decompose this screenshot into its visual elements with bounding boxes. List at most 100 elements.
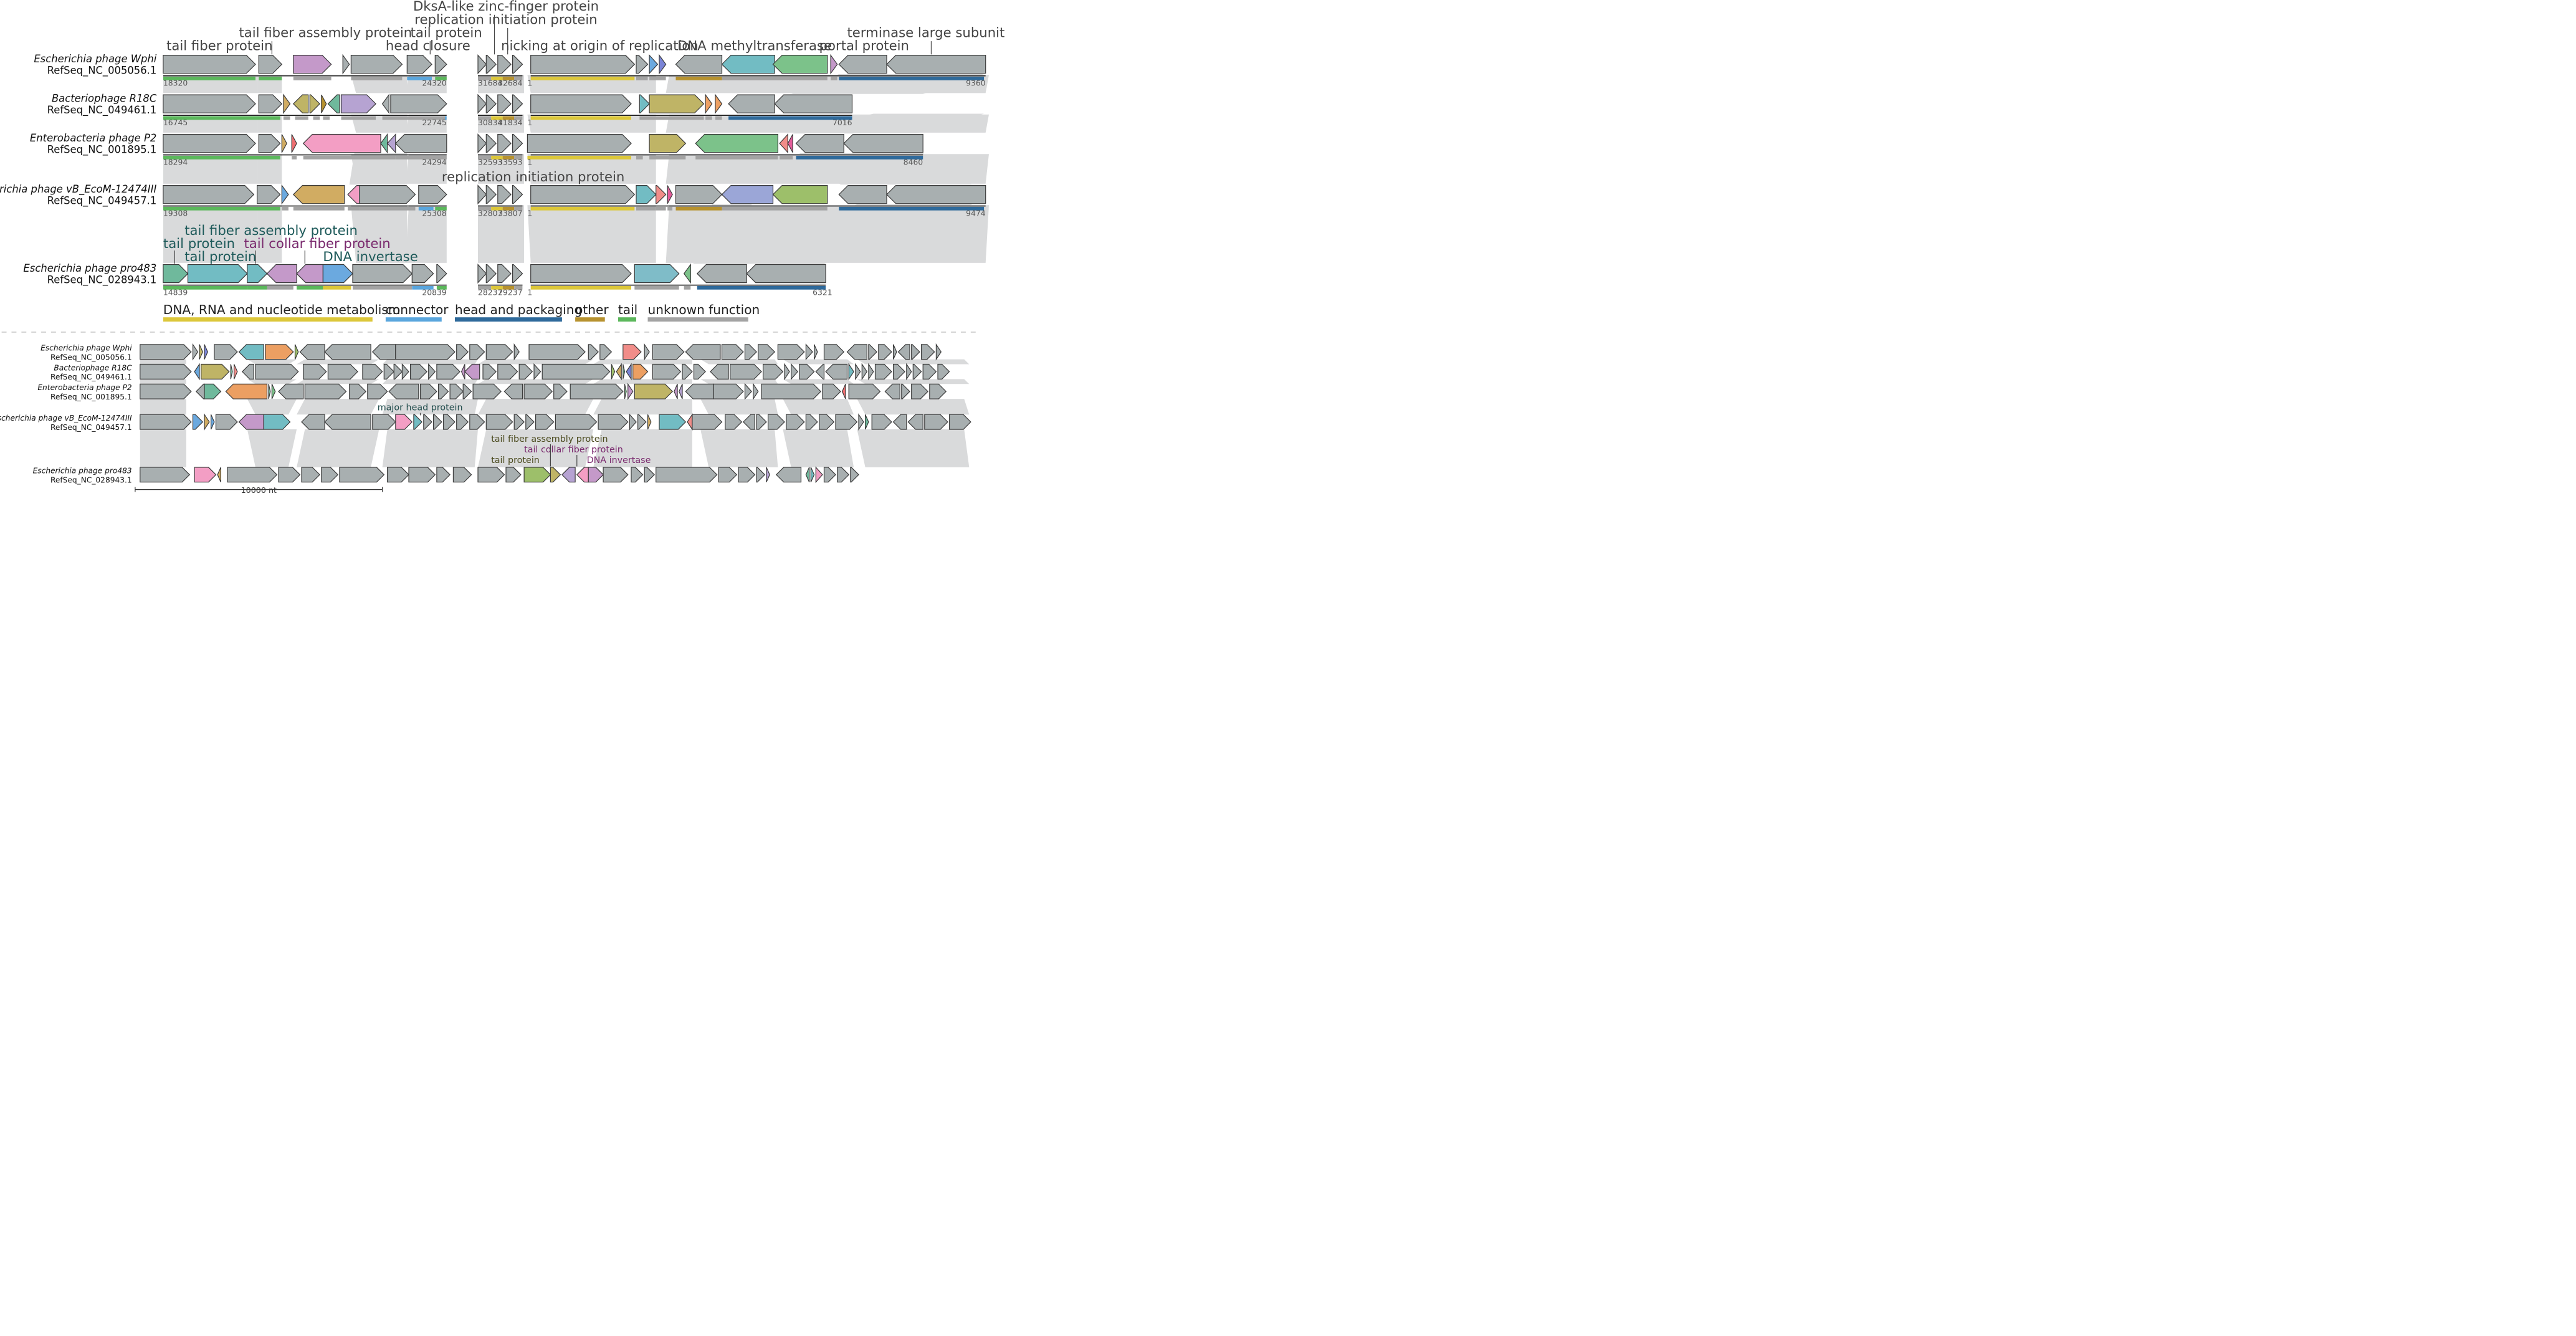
gene-arrow-63 — [281, 184, 289, 205]
gene-arrow-227 — [215, 414, 238, 430]
gene-arrow-23 — [283, 93, 291, 115]
genome-name: Escherichia phage pro483 — [33, 467, 132, 475]
gene-arrow-21 — [163, 94, 256, 113]
genome-accession: RefSeq_NC_049461.1 — [47, 104, 157, 117]
gene-arrow-141 — [234, 364, 238, 379]
synteny-ribbon — [527, 154, 656, 184]
gene-arrow-270 — [227, 467, 278, 483]
gene-arrow-189 — [225, 383, 268, 399]
gene-arrow-136 — [935, 343, 942, 361]
gene-arrow-174 — [815, 363, 825, 379]
category-bar-segment — [649, 77, 659, 80]
gene-arrow-255 — [768, 414, 785, 430]
category-bar-segment — [530, 116, 631, 120]
gene-arrow-114 — [513, 343, 520, 361]
synteny-ribbon — [478, 429, 594, 467]
gene-arrow-238 — [456, 414, 469, 430]
category-bar-segment — [715, 116, 722, 120]
gene-arrow-181 — [893, 363, 905, 379]
gene-arrow-179 — [868, 363, 874, 381]
category-bar-segment — [649, 156, 686, 160]
coordinate-label: 6321 — [813, 288, 832, 297]
gene-arrow-52 — [497, 134, 512, 153]
gene-arrow-165 — [652, 363, 682, 379]
category-bar-segment — [514, 156, 523, 160]
category-bar-segment — [445, 116, 447, 120]
gene-annotation: major head protein — [378, 403, 463, 413]
gene-arrow-84 — [266, 264, 297, 284]
category-bar-segment — [267, 285, 293, 290]
synteny-ribbon — [783, 359, 854, 365]
gene-arrow-299 — [837, 467, 850, 483]
gene-arrow-126 — [805, 343, 813, 361]
category-bar-segment — [491, 116, 503, 120]
gene-arrow-138 — [194, 363, 200, 381]
legend-label-tail: tail — [618, 302, 637, 317]
gene-arrow-78 — [772, 185, 828, 204]
legend-swatch-dna — [163, 317, 373, 322]
coordinate-label: 33807 — [498, 209, 522, 218]
gene-arrow-187 — [195, 383, 205, 399]
gene-arrow-62 — [257, 185, 281, 204]
gene-arrow-148 — [393, 363, 403, 379]
gene-arrow-235 — [423, 414, 432, 430]
gene-arrow-150 — [410, 363, 427, 379]
gene-arrow-45 — [291, 134, 297, 153]
gene-arrow-222 — [929, 383, 947, 399]
category-bar-segment — [297, 285, 323, 290]
gene-arrow-41 — [774, 94, 853, 113]
gene-arrow-186 — [140, 383, 192, 399]
synteny-ribbon — [478, 359, 594, 365]
gene-arrow-26 — [321, 94, 327, 113]
gene-arrow-271 — [278, 467, 301, 483]
gene-arrow-229 — [263, 414, 291, 430]
synteny-ribbon — [700, 359, 778, 365]
gene-arrow-275 — [387, 467, 409, 483]
gene-arrow-247 — [637, 414, 647, 430]
gene-arrow-54 — [527, 134, 632, 153]
category-bar-segment — [502, 156, 515, 160]
category-bar-segment — [675, 77, 722, 80]
category-bar-segment — [418, 206, 434, 211]
gene-arrow-77 — [721, 185, 774, 204]
genome-name: Escherichia phage vB_EcoM-12474III — [0, 183, 156, 196]
gene-arrow-199 — [449, 383, 464, 399]
coordinate-label: 1 — [527, 158, 532, 167]
legend-label-dna: DNA, RNA and nucleotide metabolism — [163, 302, 400, 317]
category-bar-segment — [163, 285, 247, 290]
category-bar-segment — [478, 206, 492, 211]
gene-arrow-129 — [846, 344, 867, 360]
gene-arrow-117 — [599, 344, 613, 360]
gene-arrow-267 — [140, 467, 191, 483]
gene-arrow-92 — [497, 264, 512, 284]
genome-accession: RefSeq_NC_005056.1 — [47, 65, 157, 77]
category-bar-segment — [293, 206, 345, 211]
gene-arrow-39 — [715, 93, 723, 115]
synteny-ribbon — [297, 379, 379, 384]
synteny-ribbon — [247, 379, 297, 384]
gene-arrow-8 — [485, 55, 497, 74]
category-bars — [163, 75, 986, 322]
gene-arrow-93 — [512, 264, 523, 284]
gene-arrow-166 — [682, 363, 693, 379]
gene-arrow-56 — [695, 134, 778, 153]
category-bar-segment — [675, 206, 722, 211]
synteny-ribbon — [712, 204, 752, 264]
category-bar-segment — [381, 156, 396, 160]
gene-arrow-38 — [705, 93, 713, 115]
category-bar-segment — [282, 206, 289, 211]
gene-arrow-87 — [352, 264, 413, 284]
genome-name: Escherichia phage Wphi — [34, 53, 156, 65]
gene-arrow-243 — [535, 414, 555, 430]
category-bar-segment — [491, 206, 503, 211]
synteny-ribbon — [247, 359, 297, 365]
gene-arrow-225 — [204, 413, 210, 431]
gene-arrow-96 — [683, 263, 691, 284]
gene-arrow-157 — [518, 363, 533, 379]
gene-arrow-20 — [886, 55, 986, 74]
coordinate-label: 28237 — [478, 288, 502, 297]
category-bar-segment — [382, 116, 446, 120]
gene-arrow-180 — [874, 363, 892, 379]
gene-annotation: head closure — [386, 38, 470, 54]
genome-accession: RefSeq_NC_028943.1 — [50, 476, 132, 485]
